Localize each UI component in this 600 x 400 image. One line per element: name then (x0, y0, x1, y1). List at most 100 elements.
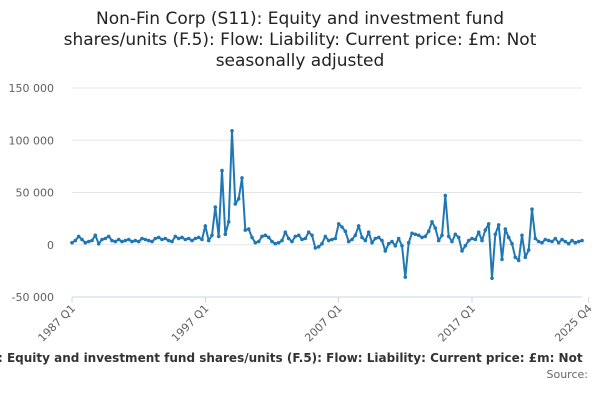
data-point (570, 238, 574, 243)
data-point (123, 238, 128, 243)
data-point (543, 237, 548, 242)
x-tick-label: 1997 Q1 (169, 302, 212, 345)
data-point (263, 233, 268, 238)
data-point (290, 239, 294, 244)
data-point (473, 237, 478, 242)
data-point (503, 227, 508, 231)
data-point (226, 220, 231, 224)
data-point (243, 228, 248, 232)
y-tick-label: -50 000 (12, 291, 54, 304)
data-point (426, 229, 431, 233)
data-point (96, 241, 101, 246)
data-point (360, 235, 364, 240)
data-point (533, 236, 538, 241)
data-point (70, 240, 74, 245)
data-point (203, 224, 208, 228)
data-point (160, 237, 164, 242)
data-point (460, 249, 464, 253)
data-point (320, 241, 324, 246)
data-point (446, 234, 451, 239)
data-point (296, 233, 301, 238)
y-tick-label: 0 (47, 239, 54, 252)
data-point (530, 207, 534, 211)
data-point (403, 275, 408, 279)
data-point (333, 236, 338, 241)
data-point (116, 237, 121, 242)
data-point (186, 236, 191, 241)
data-point (370, 240, 374, 245)
data-point (566, 241, 571, 246)
data-point (340, 225, 344, 229)
data-point (136, 239, 141, 244)
y-tick-label: 100 000 (9, 134, 55, 147)
data-point (73, 238, 78, 243)
data-point (580, 238, 584, 243)
data-point (486, 222, 491, 226)
data-point (240, 176, 244, 180)
data-point (480, 238, 484, 243)
data-point (536, 239, 541, 244)
data-point (393, 244, 398, 248)
series-line (71, 129, 583, 280)
data-point (493, 232, 498, 237)
data-point (476, 230, 481, 234)
gridlines (72, 87, 582, 298)
data-point (430, 220, 434, 224)
data-point (163, 236, 168, 241)
data-point (373, 236, 378, 241)
y-tick-label: 50 000 (16, 187, 55, 200)
data-point (540, 240, 544, 245)
data-point (146, 238, 151, 243)
data-point (143, 237, 148, 242)
data-point (436, 238, 441, 243)
chart-title: Non-Fin Corp (S11): Equity and investmen… (64, 9, 537, 71)
data-point (470, 236, 474, 241)
data-point (180, 235, 184, 240)
y-tick-label: 150 000 (9, 82, 55, 95)
title-line-3: seasonally adjusted (216, 51, 385, 71)
data-point (90, 238, 94, 243)
data-point (120, 239, 124, 244)
data-point (406, 240, 411, 245)
data-point (380, 238, 384, 243)
data-point (176, 236, 181, 241)
data-point (266, 235, 271, 240)
data-point (330, 237, 334, 242)
data-point (466, 238, 471, 243)
data-point (556, 240, 561, 245)
data-point (100, 237, 104, 242)
data-point (200, 237, 204, 242)
legend-text: : Equity and investment fund shares/unit… (0, 351, 583, 365)
x-tick-label: 2007 Q1 (302, 302, 345, 345)
data-point (153, 236, 158, 241)
data-point (213, 205, 218, 209)
data-point (253, 240, 258, 245)
data-point (423, 234, 428, 239)
data-point (270, 239, 274, 244)
data-point (323, 234, 328, 239)
data-point (356, 224, 361, 228)
data-point (170, 239, 174, 244)
x-tick-label: 2025 Q4 (552, 302, 595, 345)
data-point (416, 233, 421, 238)
data-point (80, 237, 84, 242)
data-point (93, 233, 98, 238)
data-point (396, 236, 401, 241)
data-point (576, 239, 581, 244)
data-point (336, 222, 341, 226)
data-point (510, 241, 514, 246)
data-point (150, 239, 154, 244)
data-point (463, 244, 468, 248)
data-point (103, 236, 108, 241)
data-point (106, 234, 111, 239)
data-point (350, 237, 354, 242)
data-point (300, 237, 304, 242)
data-point (276, 240, 281, 245)
data-point (386, 241, 391, 246)
data-point (410, 231, 414, 236)
data-point (280, 238, 284, 243)
data-point (190, 238, 194, 243)
data-point (353, 233, 358, 238)
data-point (166, 238, 171, 243)
